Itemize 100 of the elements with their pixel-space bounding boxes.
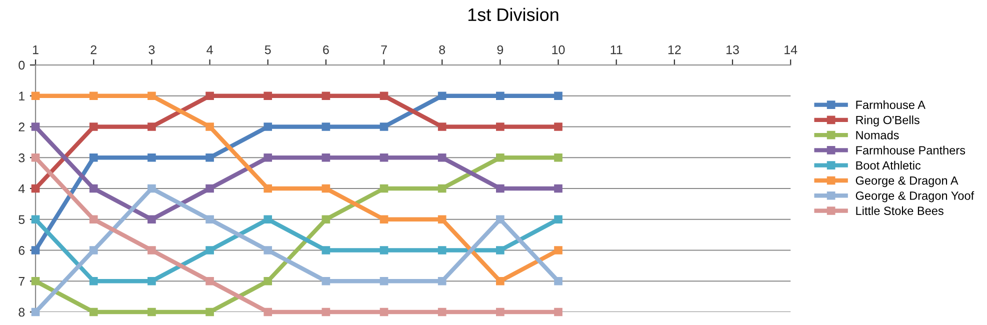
point [31,184,40,193]
point [31,92,40,100]
legend-label: George & Dragon Yoof [856,191,974,202]
legend-label: Ring O'Bells [856,116,920,127]
point [380,122,388,131]
y-tick-label: 2 [18,122,24,132]
point [438,308,446,316]
point [148,153,156,162]
point [31,308,40,316]
point [322,122,330,131]
point [264,122,272,131]
point [380,215,388,224]
x-tick-label: 9 [497,45,504,54]
point [554,246,562,254]
x-tick-label: 3 [148,45,155,54]
point [322,246,330,254]
point [148,215,156,224]
point [89,276,98,286]
point [380,246,388,254]
point [206,215,214,224]
legend-label: Farmhouse A [856,100,926,110]
point [148,246,156,254]
point [31,122,40,131]
point [148,308,156,316]
point [206,153,214,162]
point [438,153,446,162]
legend-label: Nomads [856,130,899,140]
y-tick-label: 3 [18,153,25,162]
point [206,122,214,131]
point [554,92,562,100]
point [206,276,214,286]
point [322,276,330,286]
y-tick-label: 4 [18,184,25,194]
point [496,184,504,193]
point [496,122,504,131]
point [264,276,272,286]
point [496,276,504,286]
point [322,153,330,162]
point [496,308,504,316]
point [148,276,156,286]
point [554,184,562,193]
point [264,92,272,100]
point [438,246,446,254]
point [322,184,330,193]
x-tick-label: 13 [726,45,739,54]
legend-label: Boot Athletic [856,160,921,170]
point [206,184,214,193]
point [89,246,98,254]
point [31,246,40,254]
point [206,246,214,254]
x-tick-label: 10 [552,45,565,54]
point [264,308,272,316]
y-tick-label: 7 [18,277,24,286]
legend-label: Farmhouse Panthers [856,146,966,154]
point [554,122,562,131]
point [264,246,272,254]
point [496,215,504,224]
point [89,92,98,100]
point [322,215,330,224]
point [148,184,156,193]
point [380,184,388,193]
x-tick-label: 8 [439,45,446,54]
point [89,308,98,316]
point [31,153,40,162]
point [438,122,446,131]
point [380,276,388,286]
point [264,184,272,193]
x-tick-label: 2 [90,45,96,54]
point [264,215,272,224]
point [438,92,446,100]
legend-label: Little Stoke Bees [856,206,944,216]
point [322,92,330,100]
x-tick-label: 12 [668,45,681,54]
point [89,184,98,193]
y-tick-label: 1 [19,92,25,100]
point [206,308,214,316]
point [206,92,214,100]
point [496,153,504,162]
y-tick-label: 5 [18,215,25,224]
point [264,153,272,162]
point [89,122,98,131]
point [438,215,446,224]
x-tick-label: 4 [206,45,213,54]
point [496,246,504,254]
y-tick-label: 8 [18,308,25,317]
point [322,308,330,316]
point [89,215,98,224]
x-tick-label: 1 [33,45,38,54]
x-tick-label: 6 [323,45,329,54]
point [554,215,562,224]
point [554,276,562,286]
y-tick-label: 6 [18,246,25,255]
point [554,153,562,162]
point [380,92,388,100]
point [31,215,40,224]
x-tick-label: 7 [381,45,387,54]
x-tick-label: 5 [264,45,271,54]
point [438,276,446,286]
point [31,276,40,286]
point [89,153,98,162]
